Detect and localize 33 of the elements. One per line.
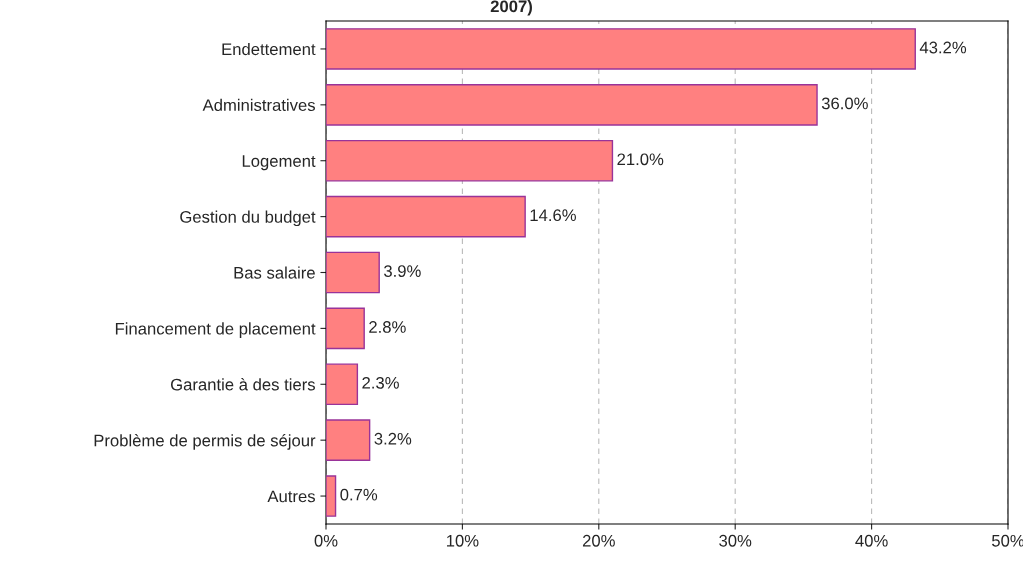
data-label: 2.3% [362,376,399,389]
y-tick-label: Administratives [202,98,315,112]
bar [326,84,818,126]
bar [326,419,371,461]
chart-title: 2007) [490,0,532,16]
x-tick-label: 10% [446,534,479,547]
y-tick-label: Logement [242,155,316,171]
y-tick-label: Garantie à des tiers [170,378,315,391]
y-tick-label: Problème de permis de séjour [94,434,316,450]
data-label: 2.8% [369,321,406,333]
x-tick-label: 30% [719,534,752,547]
y-tick-label: Autres [267,490,315,503]
bar [326,363,359,406]
bar [326,251,380,294]
y-tick-label: Bas salaire [234,266,315,279]
bar [326,475,337,517]
x-tick-label: 40% [855,534,888,547]
data-label: 21.0% [617,153,664,166]
bar [326,139,614,182]
data-label: 3.9% [384,265,421,277]
data-label: 14.6% [530,209,576,222]
data-label: 43.2% [919,41,967,54]
bar [326,195,526,238]
x-tick-label: 0% [314,534,338,547]
data-label: 0.7% [340,488,378,501]
y-tick-label: Endettement [222,42,316,56]
y-tick-label: Gestion du budget [180,210,316,227]
data-label: 36.0% [821,97,868,110]
y-tick-label: Financement de placement [115,322,316,338]
data-label: 3.2% [374,432,412,445]
bar [326,307,365,350]
bar [326,28,916,70]
x-tick-label: 20% [582,534,615,547]
